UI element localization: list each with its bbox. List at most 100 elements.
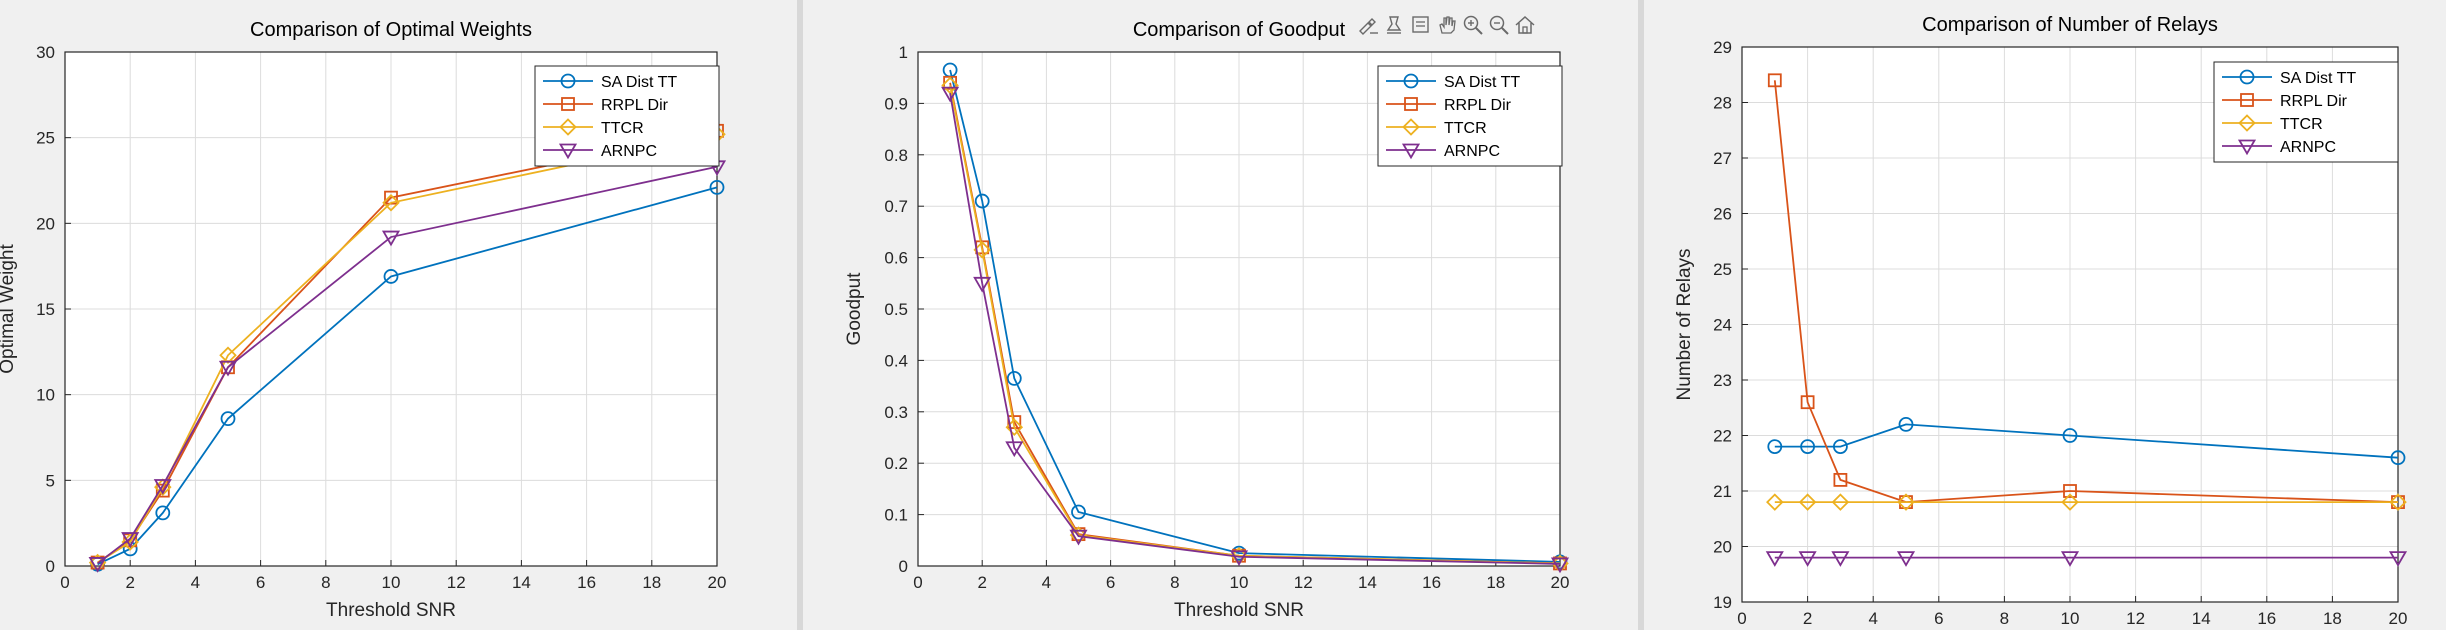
- chart-goodput: 0 2 4 6 8 10 12 14 16 18 20 0 0.1 0.2 0.3 0.4 0.5 0.6 0.7 0…: [803, 0, 1638, 630]
- zoom-in-icon[interactable]: [1460, 12, 1485, 37]
- y-tick-label: 20: [1713, 538, 1732, 557]
- legend-marker: [561, 97, 575, 111]
- y-tick-label: 0.9: [884, 94, 908, 113]
- x-tick-label: 20: [708, 573, 727, 592]
- y-tick-label: 20: [36, 214, 55, 233]
- data-point-ttcr: [1831, 493, 1850, 511]
- y-tick-label: 0.2: [884, 454, 908, 473]
- legend-entry: TTCR: [2280, 116, 2323, 133]
- y-tick-label: 15: [36, 300, 55, 319]
- axes: 0 2 4 6 8 10 12 14 16 18 20 0 0.1 0.2 0.3 0.4 0.5 0.6 0.7 0…: [884, 43, 1569, 592]
- data-point-sa-dist-tt: [2390, 450, 2406, 466]
- data-point-arnpc: [941, 86, 960, 103]
- series-arnpc: [88, 160, 727, 573]
- data-point-ttcr: [1798, 493, 1817, 511]
- data-point-sa-dist-tt: [1800, 439, 1816, 455]
- y-tick-label: 21: [1713, 482, 1732, 501]
- x-tick-label: 10: [1230, 573, 1249, 592]
- data-point-arnpc: [1550, 557, 1570, 574]
- x-tick-label: 18: [2323, 609, 2342, 628]
- legend-entry: ARNPC: [1444, 143, 1500, 160]
- data-point-sa-dist-tt: [1006, 370, 1022, 386]
- x-tick-label: 20: [2389, 609, 2408, 628]
- x-tick-label: 14: [1358, 573, 1377, 592]
- series-line-ttcr: [949, 85, 1561, 565]
- y-tick-label: 25: [36, 129, 55, 148]
- chart-panel-goodput: 0 2 4 6 8 10 12 14 16 18 20 0 0.1 0.2 0.3 0.4 0.5 0.6 0.7 0…: [803, 0, 1638, 630]
- y-tick-label: 0.8: [884, 146, 908, 165]
- x-tick-label: 6: [1934, 609, 1943, 628]
- legend-entry: RRPL Dir: [601, 97, 669, 114]
- data-point-rrpl-dir: [2063, 484, 2077, 498]
- data-point-arnpc: [381, 230, 401, 247]
- x-axis-label: Threshold SNR: [326, 600, 456, 621]
- data-point-sa-dist-tt: [709, 179, 725, 195]
- y-tick-label: 10: [36, 386, 55, 405]
- data-point-arnpc: [218, 360, 238, 377]
- data-point-arnpc: [1831, 551, 1850, 567]
- legend: SA Dist TT RRPL Dir TTCR ARNPC: [2213, 61, 2399, 163]
- data-point-rrpl-dir: [1767, 73, 1782, 88]
- legend-marker: [1404, 97, 1418, 111]
- y-tick-label: 23: [1713, 371, 1732, 390]
- y-tick-label: 30: [36, 43, 55, 62]
- data-point-arnpc: [2388, 551, 2408, 567]
- data-point-ttcr: [121, 533, 139, 551]
- data-point-sa-dist-tt: [1767, 439, 1783, 455]
- chart-title: Comparison of Number of Relays: [1922, 14, 2218, 36]
- x-tick-label: 16: [2257, 609, 2276, 628]
- x-tick-label: 20: [1551, 573, 1570, 592]
- x-tick-label: 18: [642, 573, 661, 592]
- x-tick-label: 4: [1042, 573, 1051, 592]
- x-tick-label: 16: [1422, 573, 1441, 592]
- chart-optimal-weights: 0 2 4 6 8 10 12 14 16 18 20 0 5 10 15 20 25 30 Comparison …: [0, 0, 797, 630]
- datatip-icon[interactable]: [1408, 12, 1433, 37]
- data-point-arnpc: [1765, 551, 1784, 567]
- panel-divider: [1638, 0, 1644, 630]
- y-tick-label: 24: [1713, 316, 1732, 335]
- pan-icon[interactable]: [1434, 12, 1459, 37]
- legend-entry: RRPL Dir: [1444, 97, 1512, 114]
- legend-marker: [2238, 114, 2256, 132]
- x-tick-label: 0: [913, 573, 922, 592]
- data-point-arnpc: [2060, 551, 2080, 567]
- x-tick-label: 0: [1737, 609, 1746, 628]
- legend-entry: ARNPC: [2280, 139, 2336, 156]
- zoom-out-icon[interactable]: [1486, 12, 1511, 37]
- x-tick-label: 10: [2061, 609, 2080, 628]
- legend-marker: [1402, 118, 1420, 136]
- data-tips-icon[interactable]: [1382, 12, 1407, 37]
- legend: SA Dist TT RRPL Dir TTCR ARNPC: [534, 65, 720, 167]
- legend-marker: [2239, 69, 2255, 85]
- legend-marker: [1403, 73, 1419, 89]
- data-point-ttcr: [941, 76, 959, 95]
- series-arnpc: [941, 86, 1570, 574]
- x-tick-label: 4: [191, 573, 200, 592]
- data-point-sa-dist-tt: [1071, 504, 1086, 520]
- toolbar-button-bg: [1408, 12, 1433, 37]
- y-tick-label: 28: [1713, 94, 1732, 113]
- legend-entry: SA Dist TT: [2280, 70, 2356, 87]
- y-tick-label: 26: [1713, 205, 1732, 224]
- x-tick-label: 4: [1868, 609, 1877, 628]
- legend-marker: [559, 118, 577, 136]
- data-point-arnpc: [1798, 551, 1817, 567]
- axes: 0 2 4 6 8 10 12 14 16 18 20 0 5 10 15 20 25 30: [36, 43, 726, 592]
- home-icon[interactable]: [1512, 12, 1537, 37]
- series-line-rrpl-dir: [1773, 80, 2399, 504]
- data-point-rrpl-dir: [1800, 395, 1815, 410]
- x-tick-label: 0: [60, 573, 69, 592]
- y-tick-label: 0.1: [884, 506, 908, 525]
- data-point-ttcr: [973, 241, 991, 259]
- series-line-ttcr: [97, 133, 718, 564]
- series-ttcr: [941, 76, 1569, 573]
- data-point-arnpc: [121, 532, 140, 548]
- data-point-rrpl-dir: [90, 555, 105, 570]
- data-point-sa-dist-tt: [974, 193, 990, 209]
- x-tick-label: 6: [256, 573, 265, 592]
- series-arnpc: [1765, 551, 2408, 567]
- data-point-sa-dist-tt: [155, 505, 171, 521]
- brush-icon[interactable]: [1356, 12, 1381, 37]
- data-point-ttcr: [1897, 493, 1915, 511]
